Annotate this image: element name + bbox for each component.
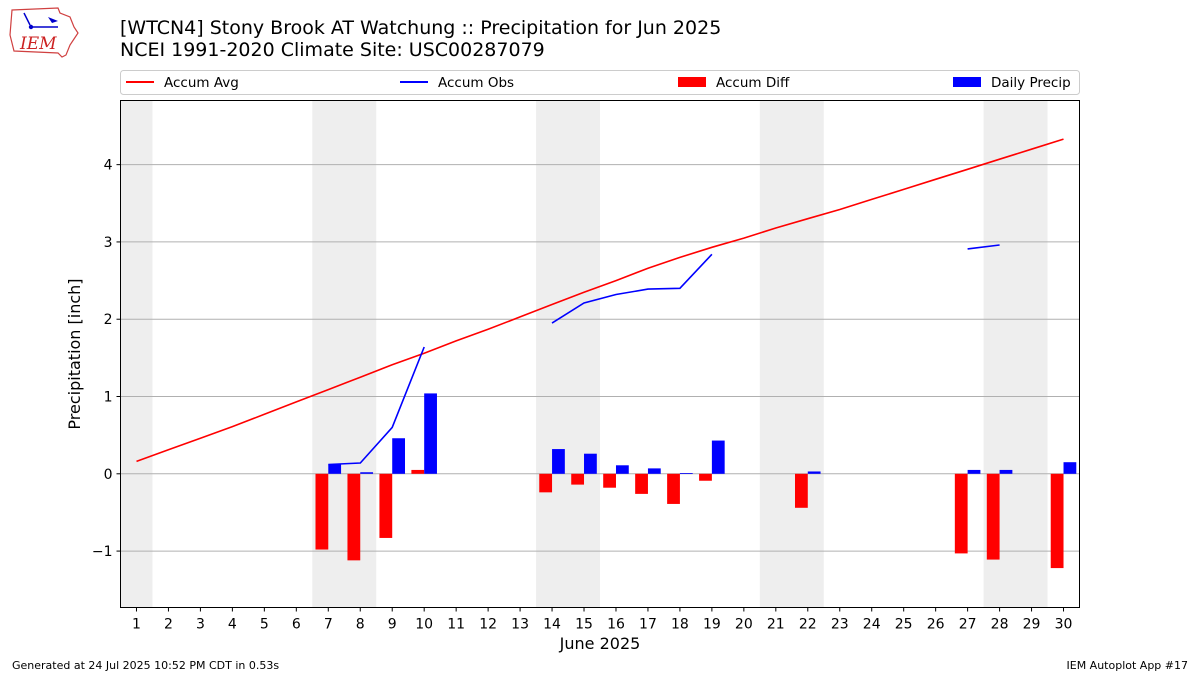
y-tick-label: 4 <box>104 158 113 174</box>
accum-diff-bar <box>635 473 648 494</box>
legend-label: Daily Precip <box>991 75 1071 91</box>
x-tick-label: 28 <box>991 617 1009 633</box>
daily-precip-bar <box>424 393 437 474</box>
daily-precip-bar <box>1063 462 1077 474</box>
x-tick-label: 26 <box>927 617 945 633</box>
x-tick-label: 21 <box>767 617 785 633</box>
x-tick-label: 1 <box>132 617 141 633</box>
daily-precip-bar <box>679 473 693 474</box>
accum-diff-bar <box>954 473 968 554</box>
logo-text: IEM <box>19 34 57 54</box>
x-tick-label: 18 <box>671 617 689 633</box>
y-tick-label: −1 <box>92 544 113 560</box>
y-tick-label: 1 <box>104 390 113 406</box>
y-tick-label: 0 <box>104 467 113 483</box>
legend-swatch-bar <box>678 77 706 87</box>
daily-precip-bar <box>360 472 374 474</box>
x-tick-label: 17 <box>639 617 657 633</box>
accum-diff-bar <box>699 473 712 481</box>
footer-generated: Generated at 24 Jul 2025 10:52 PM CDT in… <box>12 659 280 672</box>
legend-label: Accum Obs <box>438 75 514 91</box>
daily-precip-bar <box>584 453 597 474</box>
x-axis-label: June 2025 <box>559 634 641 653</box>
plot-frame <box>120 100 1080 608</box>
accum-diff-bar <box>1050 473 1064 569</box>
x-tick-label: 3 <box>196 617 205 633</box>
daily-precip-bar <box>807 471 821 474</box>
legend-label: Accum Avg <box>164 75 239 91</box>
x-tick-label: 7 <box>324 617 333 633</box>
chart-title: [WTCN4] Stony Brook AT Watchung :: Preci… <box>120 17 722 39</box>
x-tick-label: 15 <box>575 617 593 633</box>
accum-diff-bar <box>379 473 393 538</box>
accum-diff-bar <box>411 469 425 474</box>
y-axis-label: Precipitation [inch] <box>65 278 84 429</box>
accum-diff-bar <box>794 473 808 508</box>
x-tick-label: 27 <box>959 617 977 633</box>
x-tick-label: 13 <box>511 617 529 633</box>
x-tick-label: 24 <box>863 617 881 633</box>
daily-precip-bar <box>615 465 629 474</box>
daily-precip-bar <box>552 449 565 474</box>
accum-diff-bar <box>986 473 1000 560</box>
legend-label: Accum Diff <box>716 75 790 91</box>
legend: Accum Avg Accum Obs Accum Diff Daily Precip <box>120 70 1080 95</box>
x-tick-label: 29 <box>1023 617 1041 633</box>
x-tick-label: 11 <box>447 617 465 633</box>
daily-precip-bar <box>711 440 725 474</box>
accum-obs-line <box>967 244 1000 250</box>
x-tick-label: 9 <box>388 617 397 633</box>
x-tick-label: 20 <box>735 617 753 633</box>
x-tick-label: 8 <box>356 617 365 633</box>
x-tick-label: 6 <box>292 617 301 633</box>
x-tick-label: 25 <box>895 617 913 633</box>
accum-diff-bar <box>667 473 680 504</box>
accum-diff-bar <box>315 473 329 550</box>
daily-precip-bar <box>647 468 661 474</box>
accum-obs-line <box>551 253 713 324</box>
x-tick-label: 14 <box>543 617 561 633</box>
y-tick-label: 3 <box>104 235 113 251</box>
x-tick-label: 23 <box>831 617 849 633</box>
chart-subtitle: NCEI 1991-2020 Climate Site: USC00287079 <box>120 39 545 61</box>
weekend-shade <box>120 100 153 608</box>
x-tick-label: 5 <box>260 617 269 633</box>
daily-precip-bar <box>999 469 1013 474</box>
weekend-shade <box>759 100 824 608</box>
x-tick-label: 16 <box>607 617 625 633</box>
daily-precip-bar <box>967 469 981 474</box>
weekend-shade <box>536 100 600 608</box>
accum-obs-line <box>328 346 425 466</box>
footer-app: IEM Autoplot App #17 <box>1066 659 1189 672</box>
daily-precip-bar <box>392 438 406 474</box>
x-tick-label: 4 <box>228 617 237 633</box>
accum-diff-bar <box>603 473 616 488</box>
x-tick-label: 30 <box>1055 617 1073 633</box>
accum-avg-line <box>136 138 1064 463</box>
accum-diff-bar <box>539 473 553 493</box>
daily-precip-bar <box>328 464 342 474</box>
y-tick-label: 2 <box>104 312 113 328</box>
x-tick-label: 2 <box>164 617 173 633</box>
legend-box <box>120 70 1080 95</box>
x-tick-label: 19 <box>703 617 721 633</box>
iem-logo: IEM <box>9 7 79 58</box>
x-tick-label: 12 <box>479 617 497 633</box>
x-tick-label: 10 <box>415 617 433 633</box>
accum-diff-bar <box>347 473 361 561</box>
accum-diff-bar <box>571 473 585 485</box>
x-tick-label: 22 <box>799 617 817 633</box>
legend-swatch-bar <box>953 77 981 87</box>
